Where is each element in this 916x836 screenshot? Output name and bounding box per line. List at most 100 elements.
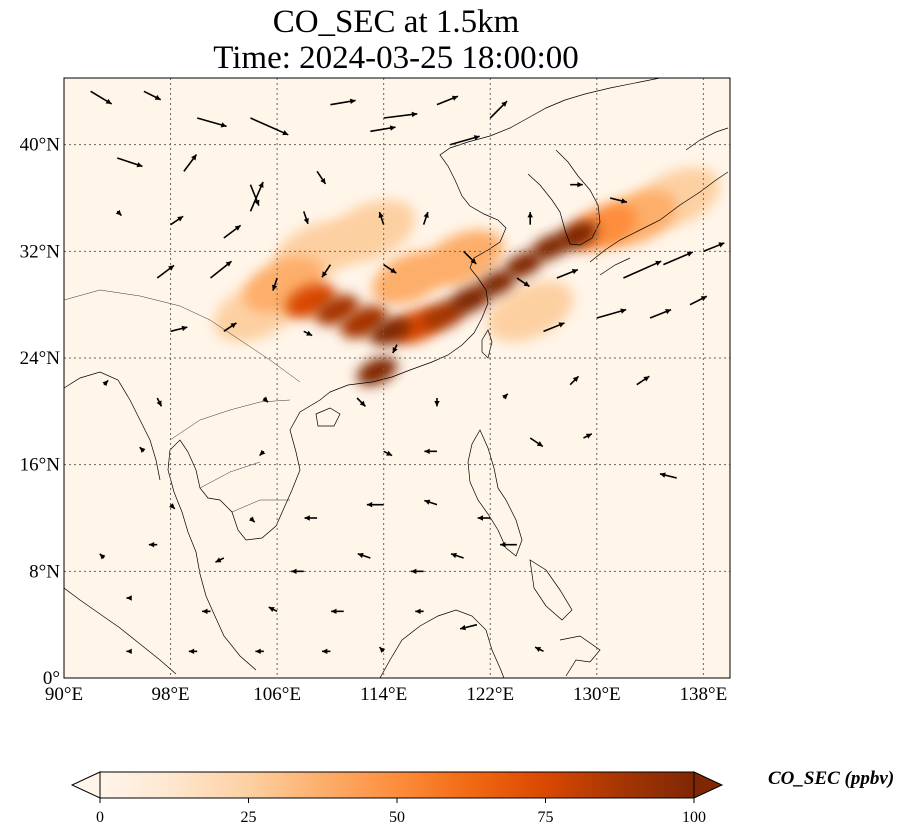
wind-arrow [689,295,708,306]
lat-tick-label: 8°N [29,561,60,582]
coastline-borneo [379,609,505,678]
wind-arrow [500,541,517,548]
wind-arrow [126,648,132,655]
wind-arrow [90,90,113,105]
wind-arrow [356,397,367,407]
wind-arrow [143,90,162,101]
plume-cell [372,251,449,305]
wind-arrow [156,264,175,279]
lon-tick-label: 138°E [680,684,728,705]
coastline-korea [527,149,601,246]
wind-arrow [188,648,198,655]
wind-arrow [291,568,304,575]
wind-arrow [115,209,123,217]
wind-arrow [169,503,176,510]
wind-arrow [148,541,158,548]
wind-arrow [502,393,509,400]
wind-arrow [424,448,437,455]
colorbar-tick-label: 75 [538,809,554,826]
wind-arrow [383,111,418,119]
map-subtitle: Time: 2024-03-25 18:00:00 [213,40,579,76]
wind-arrow [459,623,478,631]
coastline-sulawesi [559,635,601,677]
map-title: CO_SEC at 1.5km [272,4,520,40]
coastline-sumatra [64,587,177,675]
wind-arrow [378,646,386,653]
wind-arrow [126,595,132,601]
colorbar-tick-labels: 0 25 50 75 100 [96,798,706,826]
wind-arrow [139,446,146,453]
wind-arrow [304,515,318,521]
plume-cell [486,280,574,342]
wind-arrow [703,242,725,253]
lon-tick-label: 90°E [45,684,83,705]
wind-arrow [249,181,264,212]
graticule [64,78,730,678]
lat-tick-label: 0° [43,668,60,689]
plume-cell [531,234,569,261]
wind-arrow [249,184,260,206]
wind-arrow [248,516,256,523]
wind-arrow [383,264,397,274]
wind-arrow [202,608,211,615]
wind-arrow [268,606,278,613]
colorbar-gradient [99,771,695,799]
wind-arrow [255,648,264,655]
wind-arrow [516,277,530,288]
coastline-japan [589,127,729,276]
wind-arrow [543,322,565,333]
wind-arrow [366,501,384,508]
coastline-philippines [467,429,573,621]
wind-arrow [370,125,396,133]
map-background [64,78,730,678]
border-lines [64,289,301,513]
wind-arrow [527,212,533,225]
colorbar-tick-label: 0 [96,809,104,826]
lon-tick-label: 114°E [360,684,407,705]
wind-arrow [569,375,580,386]
wind-arrow [436,95,459,106]
wind-arrow [259,449,266,457]
lon-tick-label: 98°E [151,684,189,705]
wind-arrow [570,181,583,188]
wind-vector-layer [90,90,725,655]
lon-tick-label: 130°E [573,684,621,705]
wind-arrow [556,268,579,279]
wind-arrow [331,608,344,615]
wind-arrow [450,135,480,146]
wind-arrow [272,277,278,291]
plume-cell [370,317,411,346]
wind-arrow [99,553,106,560]
lat-tick-label: 24°N [20,348,61,369]
wind-arrow [609,197,628,204]
lat-tick-label: 40°N [20,135,61,156]
wind-arrow [411,568,424,575]
coastline-layer [64,78,729,678]
wind-arrow [210,260,233,279]
wind-arrow [424,499,438,506]
wind-arrow [596,308,627,319]
colorbar-extend-max [693,771,724,799]
plume-cell [315,294,359,326]
wind-arrow [422,211,429,225]
wind-arrow [649,308,672,319]
wind-arrow [415,608,424,615]
wind-arrow [183,154,198,172]
coastline-hainan [315,407,341,427]
lat-tick-label: 16°N [20,455,61,476]
co-plume-layer [213,167,720,386]
colorbar-extend-min [70,771,101,799]
wind-arrow [463,250,477,265]
wind-arrow [303,330,313,337]
wind-arrow [321,264,332,278]
wind-arrow [663,251,694,266]
wind-arrow [477,515,491,521]
wind-arrow [156,397,163,407]
map-frame [63,77,731,679]
wind-arrow [434,398,440,407]
wind-arrow [392,344,398,354]
wind-arrow [636,375,650,386]
colorbar: 0 25 50 75 100 [70,771,724,826]
wind-arrow [215,557,225,563]
